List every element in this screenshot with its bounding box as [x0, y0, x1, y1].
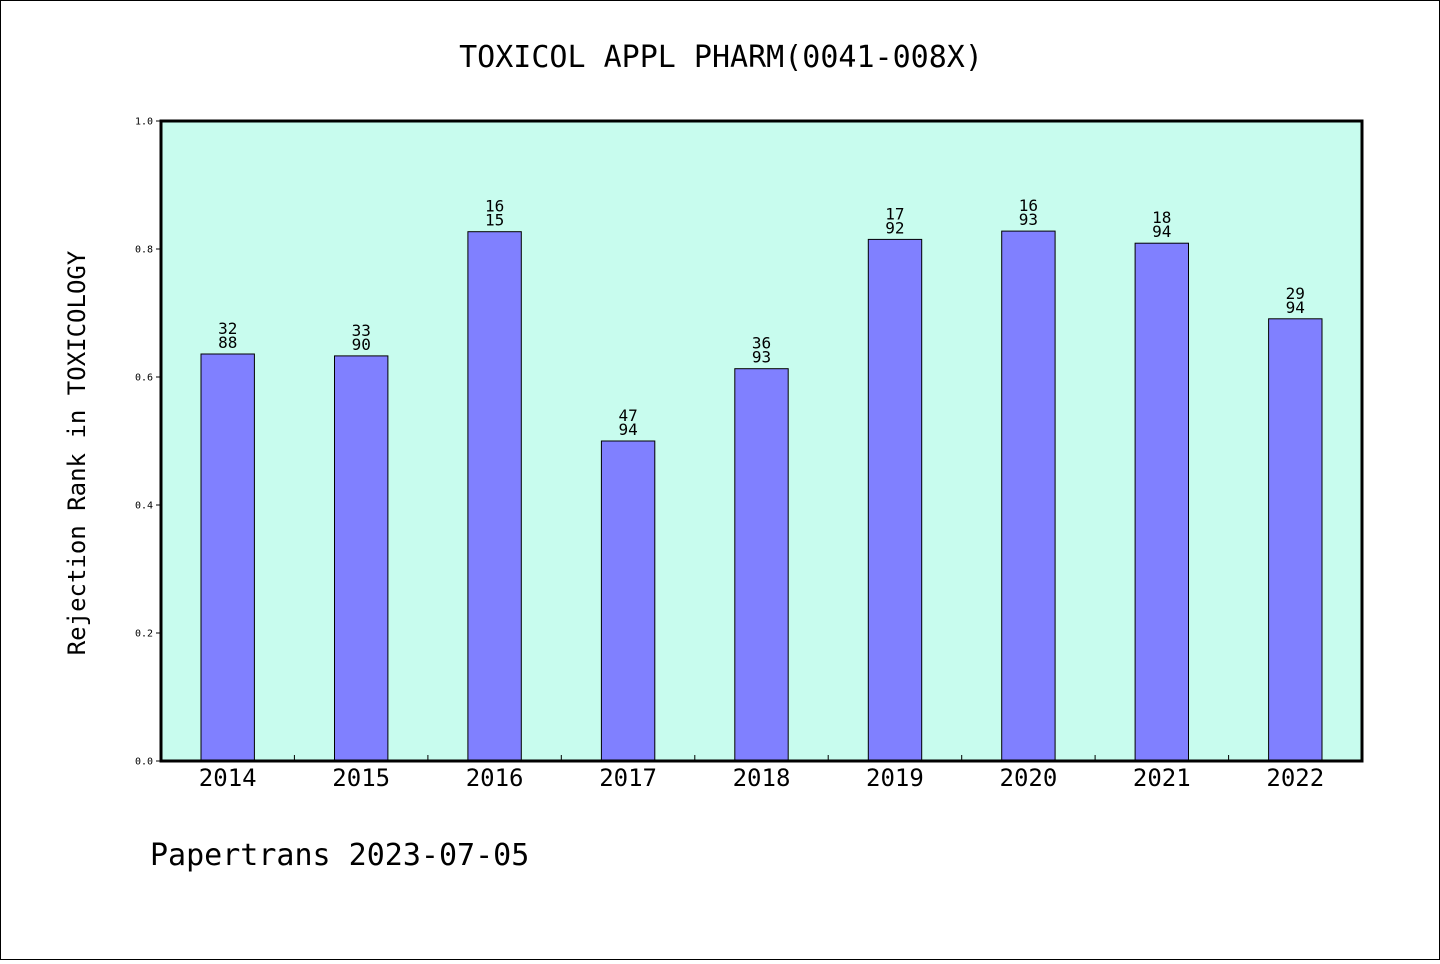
x-tick-label: 2014 — [199, 764, 257, 792]
bar-2016 — [467, 231, 522, 762]
x-tick-label: 2020 — [1000, 764, 1058, 792]
y-axis-label: Rejection Rank in TOXICOLOGY — [63, 250, 91, 655]
bar-2022 — [1268, 318, 1323, 762]
axis-ticks-group: 2014 2015 2016 2017 2018 2019 2020 2021 2022 0.0 0… — [135, 117, 1324, 793]
plot-border — [159, 119, 1364, 763]
bar-label-top: 16 — [1019, 196, 1038, 215]
bar-label-bottom: 94 — [1152, 222, 1171, 241]
bar-2019 — [867, 238, 923, 762]
bar-label-top: 29 — [1286, 284, 1305, 303]
bar-label-top: 18 — [1152, 208, 1171, 227]
bar-label-bottom: 93 — [1019, 210, 1038, 229]
x-tick-label: 2018 — [733, 764, 791, 792]
bar-label-bottom: 15 — [485, 211, 504, 230]
bar-2017 — [600, 440, 656, 762]
y-tick-label: 1.0 — [135, 117, 153, 128]
x-tick-label: 2021 — [1133, 764, 1191, 792]
x-tick-label: 2022 — [1266, 764, 1324, 792]
x-tick-label: 2019 — [866, 764, 924, 792]
x-tick-label: 2015 — [332, 764, 390, 792]
bar-label-bottom: 93 — [752, 348, 771, 367]
bar-label-top: 16 — [485, 197, 504, 216]
y-tick-label: 0.6 — [135, 373, 153, 384]
bar-label-bottom: 94 — [1286, 298, 1305, 317]
bar-2014 — [200, 353, 255, 762]
bar-label-top: 33 — [352, 321, 371, 340]
footer-credit: Papertrans 2023-07-05 — [150, 838, 529, 873]
y-tick-label: 0.4 — [135, 501, 153, 512]
x-tick-label: 2017 — [599, 764, 657, 792]
chart-title: TOXICOL APPL PHARM(0041-008X) — [459, 40, 983, 75]
y-tick-label: 0.0 — [135, 757, 153, 768]
bar-2020 — [1001, 230, 1056, 762]
bar-label-top: 32 — [218, 319, 237, 338]
bar-2021 — [1134, 242, 1189, 762]
bar-label-bottom: 94 — [618, 420, 637, 439]
bar-label-bottom: 90 — [352, 335, 371, 354]
bar-label-top: 17 — [885, 204, 904, 223]
bar-label-top: 47 — [618, 406, 637, 425]
bar-label-top: 36 — [752, 334, 771, 353]
bar-label-bottom: 88 — [218, 333, 237, 352]
y-tick-label: 0.2 — [135, 629, 153, 640]
x-tick-label: 2016 — [466, 764, 524, 792]
bar-label-bottom: 92 — [885, 218, 904, 237]
y-tick-label: 0.8 — [135, 245, 153, 256]
bar-2018 — [734, 368, 789, 762]
bar-2015 — [334, 355, 389, 762]
